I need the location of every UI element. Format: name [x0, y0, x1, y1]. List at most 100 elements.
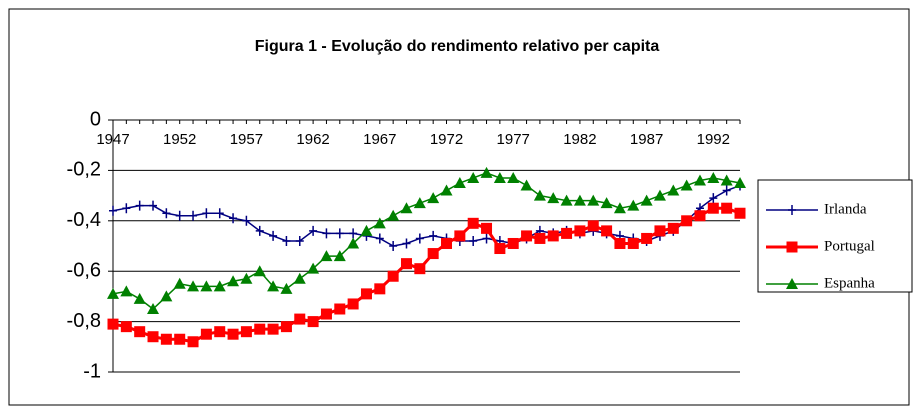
x-tick-label: 1947	[96, 131, 129, 148]
y-tick-label: -0,2	[67, 159, 101, 181]
point	[494, 243, 506, 255]
point	[107, 318, 119, 330]
point	[214, 326, 226, 338]
point	[587, 194, 600, 206]
point	[454, 230, 466, 242]
point	[255, 225, 264, 236]
point	[320, 308, 332, 320]
point	[480, 166, 493, 178]
point	[786, 241, 798, 253]
x-tick-label: 1977	[497, 131, 530, 148]
point	[122, 203, 131, 214]
point	[521, 230, 533, 242]
point	[533, 189, 546, 201]
point	[135, 200, 144, 211]
point	[429, 230, 438, 241]
point	[441, 237, 453, 249]
point	[547, 230, 559, 242]
point	[149, 200, 158, 211]
point	[320, 250, 333, 262]
point	[333, 250, 346, 262]
point	[242, 215, 251, 226]
point	[202, 208, 211, 219]
point	[534, 232, 546, 244]
point	[269, 230, 278, 241]
point	[467, 171, 480, 183]
point	[707, 202, 719, 214]
point	[147, 303, 160, 314]
point	[160, 333, 172, 345]
point	[240, 326, 252, 338]
point	[294, 313, 306, 325]
point	[389, 241, 398, 251]
point	[481, 222, 493, 234]
x-tick-label: 1962	[296, 131, 329, 148]
point	[709, 193, 718, 204]
point	[680, 179, 693, 191]
x-tick-label: 1967	[363, 131, 396, 148]
point	[721, 202, 733, 214]
point	[627, 237, 639, 249]
point	[349, 228, 358, 239]
point	[402, 238, 411, 249]
point	[613, 202, 626, 214]
point	[175, 210, 184, 221]
point	[653, 189, 666, 201]
point	[440, 184, 453, 196]
point	[387, 270, 399, 282]
point	[307, 316, 319, 328]
point	[694, 210, 706, 222]
point	[600, 197, 613, 209]
point	[213, 280, 226, 292]
point	[427, 192, 440, 204]
point	[229, 213, 238, 224]
point	[267, 280, 280, 292]
point	[360, 288, 372, 300]
point	[427, 248, 439, 260]
point	[573, 194, 586, 206]
point	[375, 233, 384, 244]
point	[134, 326, 146, 338]
point	[162, 208, 171, 219]
point	[107, 287, 119, 299]
point	[467, 217, 479, 229]
point	[160, 290, 173, 302]
point	[282, 235, 291, 246]
point	[627, 199, 640, 211]
point	[720, 174, 733, 186]
point	[469, 235, 478, 246]
point	[174, 333, 186, 345]
point	[200, 280, 213, 292]
y-tick-label: -1	[83, 360, 101, 382]
point	[601, 225, 613, 237]
point	[414, 263, 426, 275]
point	[295, 235, 304, 246]
y-tick-label: -0,4	[67, 209, 101, 231]
point	[667, 222, 679, 234]
point	[293, 272, 306, 284]
point	[640, 194, 653, 206]
y-tick-label: -0,8	[67, 310, 101, 332]
point	[413, 197, 426, 209]
point	[734, 207, 746, 219]
x-tick-label: 1982	[563, 131, 596, 148]
point	[307, 262, 320, 274]
point	[334, 303, 346, 315]
legend-label: Irlanda	[824, 201, 867, 217]
point	[587, 220, 599, 232]
legend-label: Portugal	[824, 238, 875, 254]
point	[120, 321, 132, 333]
point	[133, 292, 146, 304]
point	[453, 177, 466, 188]
point	[547, 192, 560, 204]
point	[641, 232, 653, 244]
y-tick-label: 0	[90, 108, 101, 130]
point	[335, 228, 344, 239]
chart-title: Figura 1 - Evolução do rendimento relati…	[255, 38, 660, 55]
point	[240, 272, 253, 284]
point	[734, 177, 746, 188]
point	[215, 208, 224, 219]
point	[253, 265, 266, 277]
point	[173, 277, 186, 289]
point	[415, 233, 424, 244]
